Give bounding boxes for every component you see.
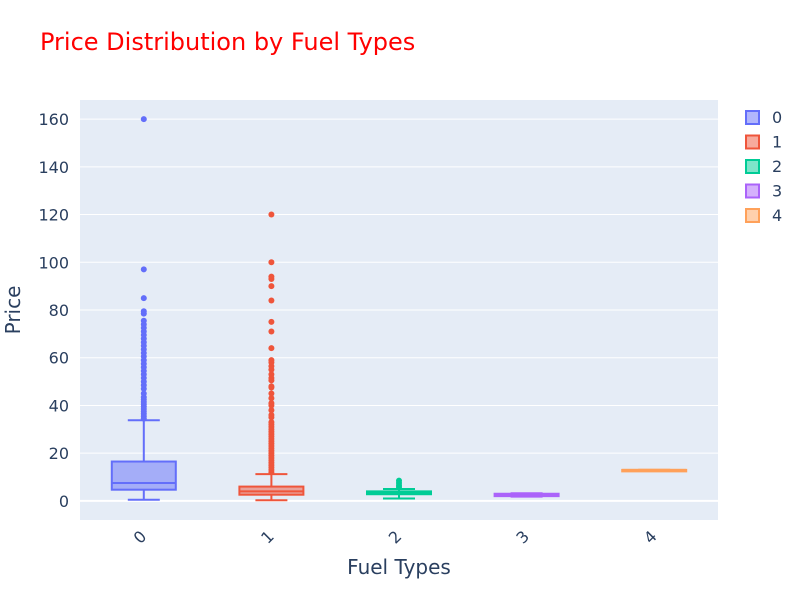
y-tick-label: 100 — [38, 253, 69, 272]
y-tick-label: 40 — [49, 396, 69, 415]
y-tick-label: 160 — [38, 110, 69, 129]
x-axis-title: Fuel Types — [347, 555, 451, 579]
legend-swatch — [745, 208, 760, 223]
outlier-point — [140, 317, 147, 324]
box-series-3 — [493, 492, 560, 498]
y-tick-label: 0 — [59, 492, 69, 511]
outlier-point — [268, 357, 275, 364]
y-tick-labels: 0 20 40 60 80 100 120 140 160 — [38, 110, 69, 511]
outlier-point — [268, 211, 275, 218]
legend-swatch — [745, 159, 760, 174]
legend: 0 1 2 3 4 — [745, 108, 782, 225]
legend-label: 0 — [772, 108, 782, 127]
legend-swatch — [745, 134, 760, 150]
box-series-group — [110, 116, 688, 502]
outlier-point — [140, 266, 147, 273]
outlier-point — [268, 259, 275, 266]
outlier-point — [268, 407, 275, 414]
outlier-point — [268, 412, 275, 418]
outlier-point — [268, 328, 275, 335]
box-series-4 — [621, 468, 688, 473]
y-axis-title: Price — [1, 286, 25, 335]
outlier-point — [268, 419, 275, 426]
outlier-point — [140, 295, 147, 302]
y-tick-label: 120 — [38, 206, 69, 225]
y-tick-label: 140 — [38, 158, 69, 177]
legend-label: 1 — [772, 133, 782, 152]
legend-label: 3 — [772, 182, 782, 201]
legend-label: 2 — [772, 157, 782, 176]
outlier-point — [268, 390, 275, 397]
y-tick-label: 60 — [49, 349, 69, 368]
legend-label: 4 — [772, 206, 782, 225]
outlier-point — [140, 116, 147, 123]
box-body — [110, 460, 177, 491]
chart-title: Price Distribution by Fuel Types — [40, 28, 415, 56]
y-tick-label: 80 — [49, 301, 69, 320]
outlier-point — [268, 345, 275, 352]
y-grid-lines — [80, 118, 718, 502]
box-series-0 — [110, 116, 177, 501]
outlier-point — [140, 390, 147, 397]
outlier-point — [268, 318, 275, 325]
outlier-point — [396, 477, 402, 484]
outlier-point — [268, 395, 275, 402]
legend-swatch — [745, 183, 760, 199]
outlier-point — [268, 273, 275, 280]
outlier-point — [268, 400, 275, 407]
outlier-point — [268, 297, 275, 304]
outlier-point — [268, 283, 275, 290]
legend-swatch — [745, 110, 760, 125]
y-tick-label: 20 — [49, 444, 69, 463]
outlier-point — [140, 308, 147, 315]
box-series-2 — [366, 477, 432, 500]
box-series-1 — [238, 211, 305, 502]
outlier-point — [268, 383, 275, 390]
outlier-point — [268, 371, 275, 378]
